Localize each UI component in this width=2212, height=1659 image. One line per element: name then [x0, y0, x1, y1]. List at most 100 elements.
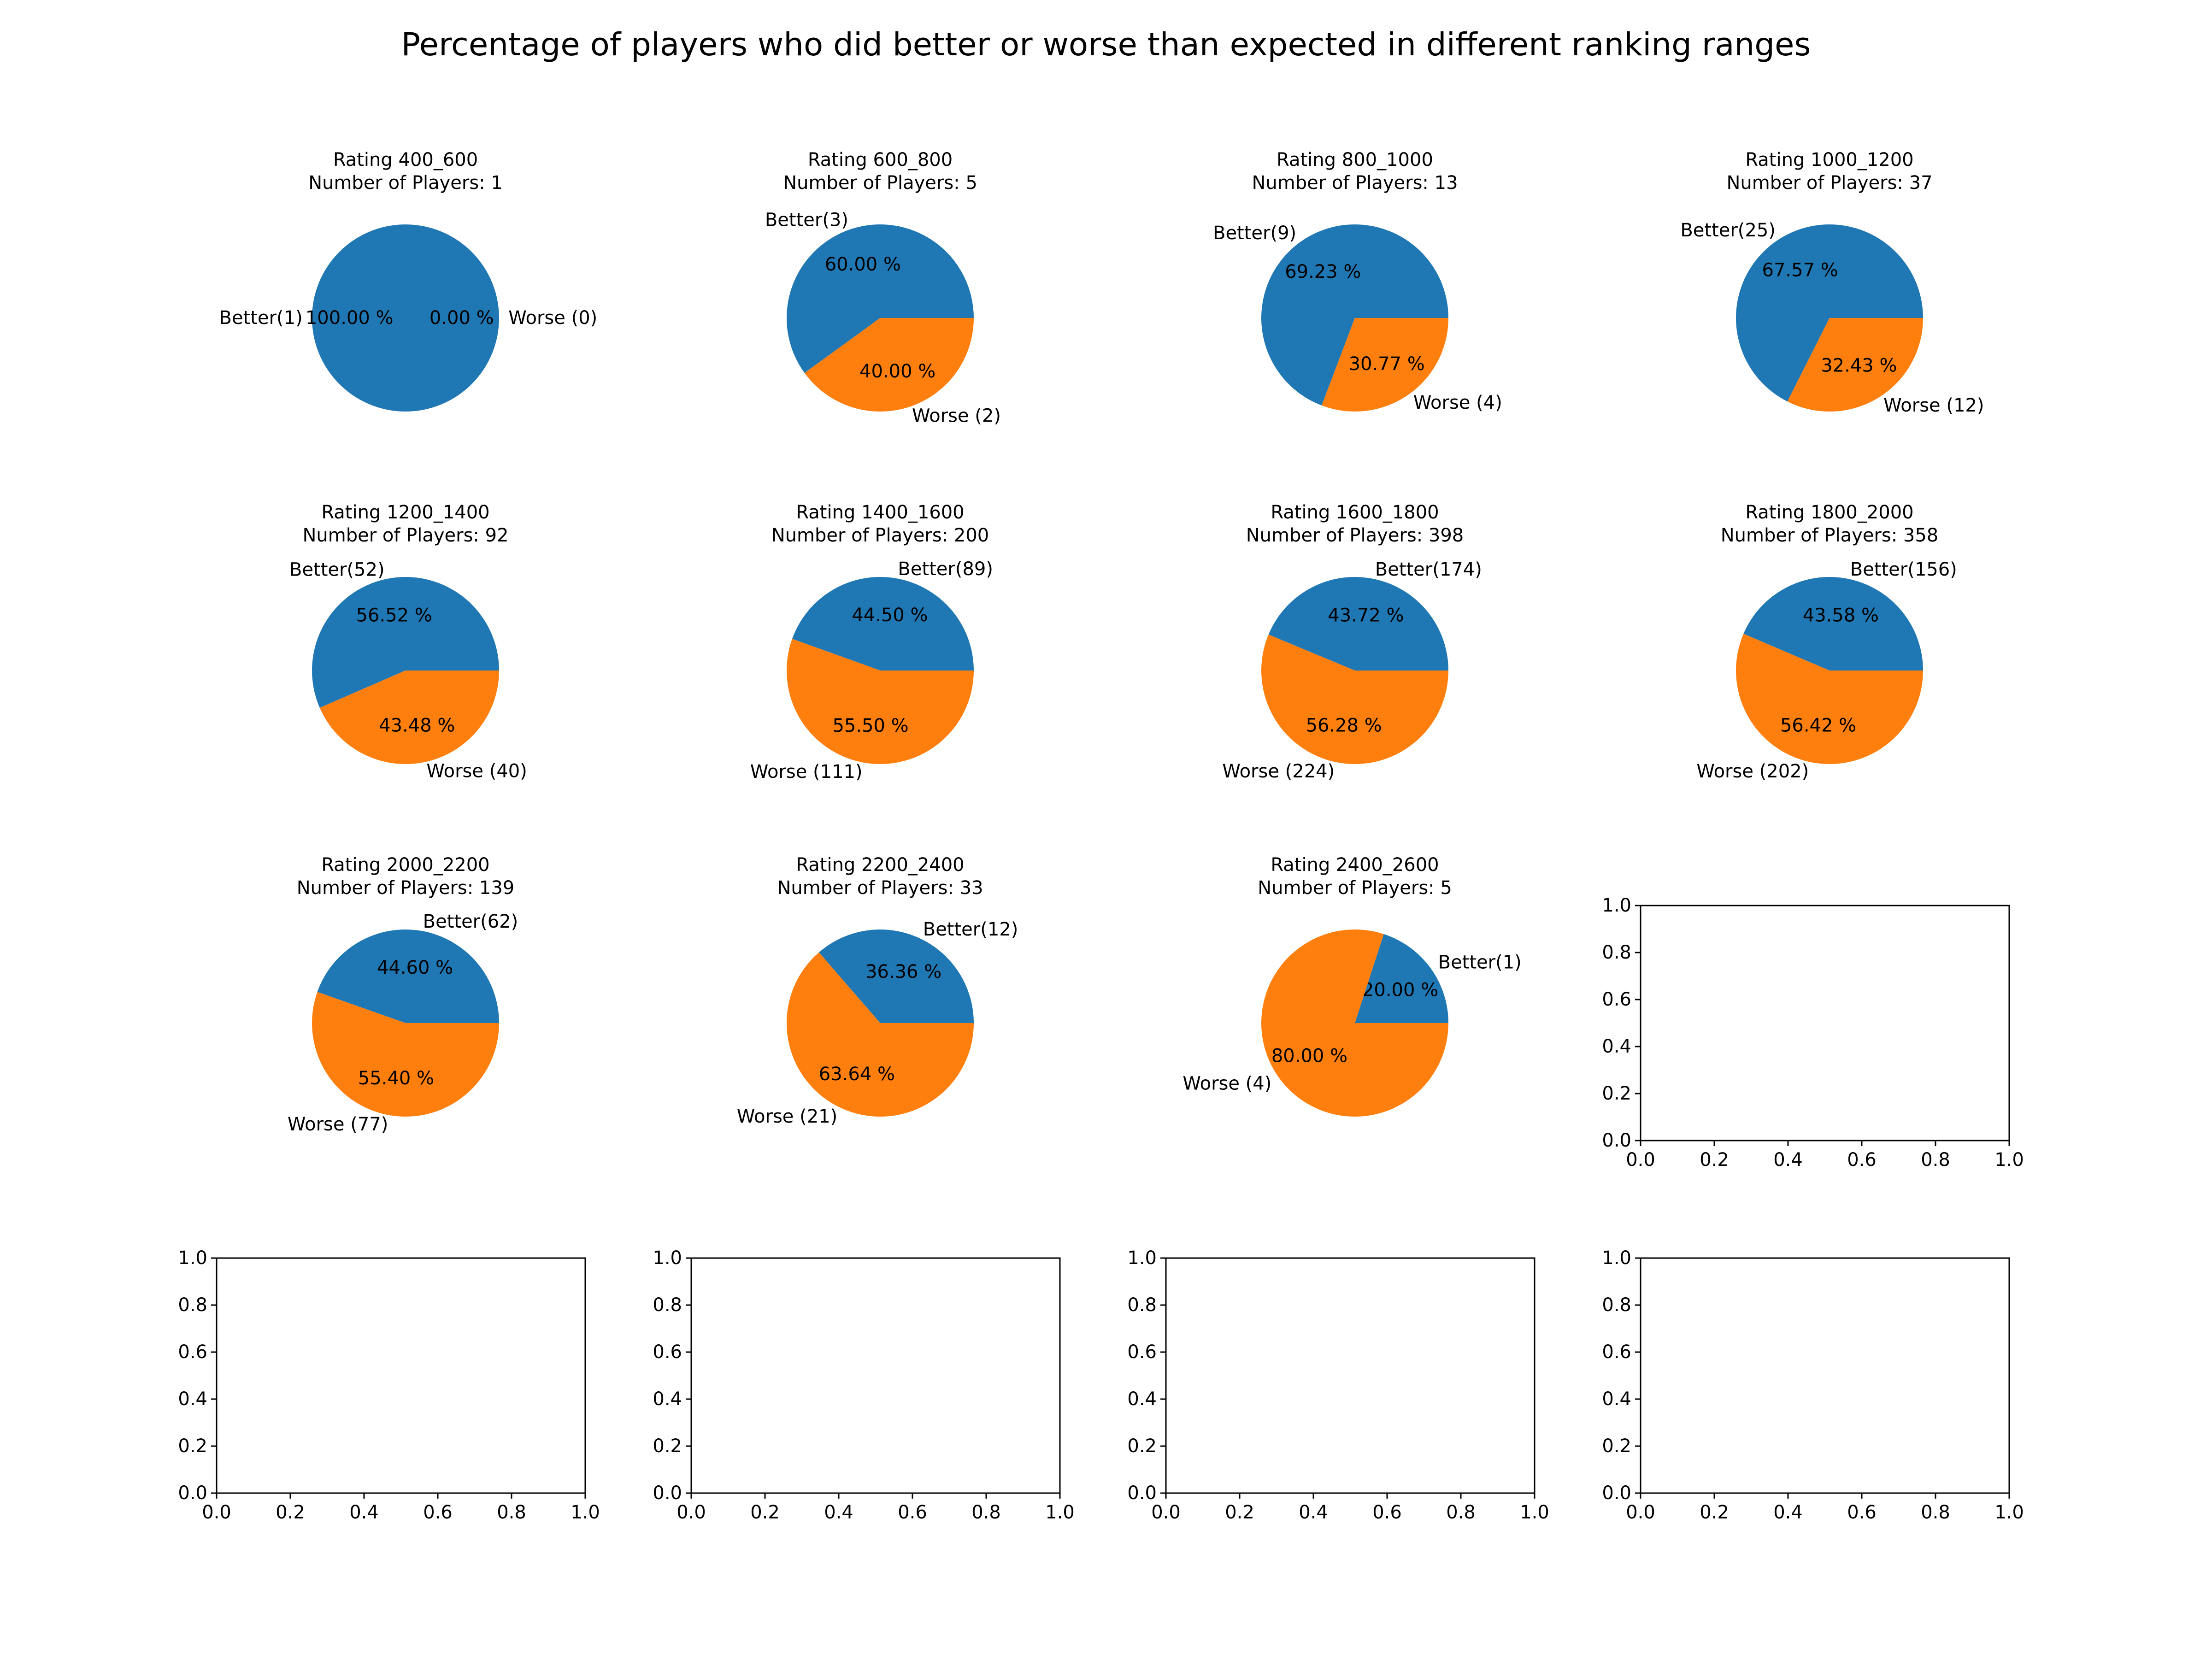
y-tick-label: 0.0	[1127, 1483, 1157, 1504]
empty-axes: 0.0 0.2 0.4 0.6 0.8 1.0 0.0 0.2 0.4 0.6 0.8 1.0	[1127, 1247, 1549, 1523]
slice-label-worse: Worse (0)	[508, 307, 597, 329]
x-tick-label: 0.4	[1773, 1502, 1803, 1523]
slice-worse	[1261, 634, 1448, 765]
percent-label-worse: 56.42 %	[1780, 715, 1856, 736]
slice-better	[792, 577, 974, 671]
percent-label-better: 44.60 %	[377, 957, 453, 978]
slice-label-worse: Worse (2)	[912, 405, 1001, 426]
subplot-player-count: Number of Players: 13	[1252, 172, 1458, 194]
slice-label-better: Better(3)	[765, 210, 848, 231]
slice-label-worse: Worse (40)	[426, 761, 527, 782]
slice-label-better: Better(52)	[289, 559, 385, 580]
y-tick-label: 0.8	[178, 1294, 207, 1316]
x-tick-label: 0.6	[423, 1502, 453, 1523]
percent-label-worse: 0.00 %	[429, 307, 494, 329]
y-tick-label: 1.0	[653, 1247, 682, 1269]
y-tick-label: 0.8	[1127, 1294, 1157, 1316]
subplot-title: Rating 1200_1400	[321, 502, 489, 523]
subplot-title: Rating 1000_1200	[1745, 149, 1913, 171]
slice-better	[1261, 224, 1448, 406]
slice-label-worse: Worse (4)	[1413, 392, 1502, 413]
percent-label-better: 60.00 %	[825, 254, 901, 275]
slice-worse	[804, 318, 974, 412]
percent-label-worse: 30.77 %	[1349, 353, 1425, 375]
subplot-player-count: Number of Players: 92	[302, 525, 508, 546]
percent-label-better: 67.57 %	[1762, 259, 1838, 281]
y-tick-label: 0.8	[1602, 942, 1631, 963]
slice-label-worse: Worse (77)	[288, 1114, 388, 1135]
slice-worse	[312, 992, 499, 1117]
y-tick-label: 0.0	[1602, 1483, 1631, 1504]
x-tick-label: 0.0	[202, 1502, 231, 1523]
y-tick-label: 0.6	[1602, 1341, 1631, 1363]
y-tick-label: 0.4	[1602, 1036, 1631, 1057]
slice-better	[787, 224, 974, 373]
percent-label-better: 36.36 %	[865, 961, 941, 982]
x-tick-label: 0.2	[750, 1502, 780, 1523]
percent-label-worse: 55.40 %	[358, 1068, 434, 1089]
x-tick-label: 1.0	[1994, 1149, 2024, 1171]
subplot-title: Rating 800_1000	[1277, 149, 1433, 171]
y-tick-label: 0.0	[653, 1483, 682, 1504]
slice-better	[317, 929, 499, 1023]
percent-label-worse: 63.64 %	[819, 1064, 895, 1085]
slice-label-better: Better(9)	[1213, 223, 1296, 244]
subplot-player-count: Number of Players: 5	[783, 172, 977, 194]
subplot-player-count: Number of Players: 200	[771, 525, 989, 546]
y-tick-label: 0.2	[178, 1435, 207, 1457]
x-tick-label: 0.4	[349, 1502, 379, 1523]
percent-label-worse: 56.28 %	[1306, 715, 1382, 736]
slice-label-better: Better(12)	[923, 919, 1018, 940]
subplot-title: Rating 1400_1600	[796, 502, 964, 523]
x-tick-label: 0.6	[1372, 1502, 1402, 1523]
x-tick-label: 0.2	[1700, 1502, 1729, 1523]
percent-label-better: 69.23 %	[1285, 261, 1361, 282]
y-tick-label: 0.0	[1602, 1130, 1631, 1151]
empty-axes: 0.0 0.2 0.4 0.6 0.8 1.0 0.0 0.2 0.4 0.6 0.8 1.0	[1602, 1247, 2024, 1523]
slice-worse	[1322, 318, 1448, 412]
y-tick-label: 0.2	[653, 1435, 682, 1457]
slice-better	[312, 224, 499, 412]
subplot-title: Rating 2000_2200	[321, 854, 489, 876]
slice-better	[1355, 934, 1448, 1023]
slice-label-worse: Worse (202)	[1696, 761, 1809, 782]
subplot-player-count: Number of Players: 33	[777, 877, 983, 899]
x-tick-label: 0.0	[677, 1502, 706, 1523]
slice-better	[1735, 224, 1923, 402]
percent-label-better: 43.72 %	[1328, 605, 1404, 626]
percent-label-better: 100.00 %	[306, 307, 394, 329]
chart-title: Percentage of players who did better or …	[401, 26, 1811, 63]
x-tick-label: 0.6	[1847, 1149, 1877, 1171]
x-tick-label: 0.0	[1626, 1149, 1655, 1171]
x-tick-label: 0.8	[1446, 1502, 1476, 1523]
subplot-title: Rating 2200_2400	[796, 854, 964, 876]
slice-label-better: Better(89)	[898, 559, 993, 580]
y-tick-label: 1.0	[178, 1247, 207, 1269]
subplot-title: Rating 1600_1800	[1271, 502, 1439, 523]
subplot-player-count: Number of Players: 398	[1246, 525, 1464, 546]
percent-label-worse: 55.50 %	[832, 715, 908, 736]
subplot-title: Rating 400_600	[333, 149, 478, 171]
x-tick-label: 0.4	[1773, 1149, 1803, 1171]
slice-label-better: Better(174)	[1375, 559, 1482, 580]
empty-axes: 0.0 0.2 0.4 0.6 0.8 1.0 0.0 0.2 0.4 0.6 0.8 1.0	[653, 1247, 1074, 1523]
axes-frame	[1640, 1257, 2010, 1494]
y-tick-label: 0.2	[1602, 1083, 1631, 1104]
subplot-player-count: Number of Players: 37	[1726, 172, 1932, 194]
x-tick-label: 1.0	[571, 1502, 600, 1523]
subplot-player-count: Number of Players: 1	[308, 172, 503, 194]
percent-label-worse: 43.48 %	[379, 715, 455, 736]
x-tick-label: 0.0	[1151, 1502, 1181, 1523]
slice-label-better: Better(62)	[423, 911, 518, 932]
x-tick-label: 0.8	[971, 1502, 1001, 1523]
percent-label-better: 43.58 %	[1803, 605, 1879, 626]
y-tick-label: 0.4	[1602, 1388, 1631, 1410]
x-tick-label: 0.8	[497, 1502, 526, 1523]
